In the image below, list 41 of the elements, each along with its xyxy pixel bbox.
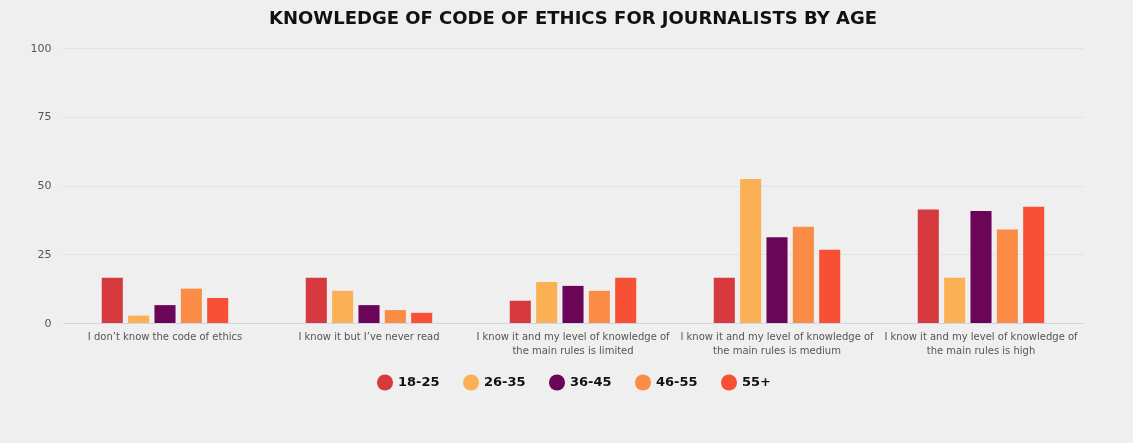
bar — [1023, 206, 1045, 323]
legend-label: 46-55 — [656, 374, 698, 390]
y-tick-label: 50 — [37, 179, 52, 192]
x-tick-label: I know it and my level of knowledge of the main rules is high — [884, 330, 1079, 356]
bar — [358, 305, 380, 323]
y-tick-label: 25 — [37, 247, 52, 261]
bar — [536, 282, 558, 323]
chart-title: KNOWLEDGE OF CODE OF ETHICS FOR JOURNALISTS BY AGE — [269, 7, 877, 28]
bar — [766, 237, 788, 323]
bar — [740, 178, 762, 323]
bar — [332, 290, 354, 323]
x-tick-label: I know it but I’ve never read — [298, 330, 440, 342]
bar — [154, 305, 176, 323]
bar — [101, 277, 123, 323]
bar — [180, 288, 202, 323]
bar — [207, 297, 229, 323]
y-tick-label: 100 — [30, 41, 52, 55]
bar — [996, 229, 1018, 323]
bar — [509, 300, 531, 323]
bar — [562, 285, 584, 323]
bar — [917, 209, 939, 323]
x-tick-label: I don’t know the code of ethics — [87, 330, 243, 342]
bar — [819, 249, 841, 323]
y-tick-label: 75 — [37, 110, 52, 124]
x-tick-label: I know it and my level of knowledge of the main rules is limited — [476, 330, 671, 356]
bar — [305, 277, 327, 323]
bar — [128, 315, 150, 323]
bar — [588, 290, 610, 323]
bar — [615, 277, 637, 323]
legend-label: 55+ — [742, 374, 771, 390]
y-tick-label: 0 — [44, 316, 52, 330]
bar — [970, 211, 992, 323]
bar — [384, 310, 406, 323]
legend-label: 18-25 — [398, 374, 440, 390]
bar — [713, 277, 735, 323]
x-tick-label: I know it and my level of knowledge of the main rules is medium — [680, 330, 875, 356]
bar — [792, 226, 814, 323]
bar — [944, 277, 966, 323]
legend-label: 26-35 — [484, 374, 526, 390]
legend-label: 36-45 — [570, 374, 612, 390]
bar — [411, 312, 433, 323]
